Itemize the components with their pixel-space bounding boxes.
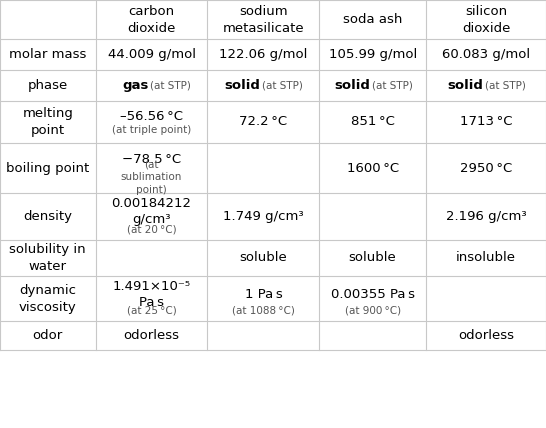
Text: 44.009 g/mol: 44.009 g/mol xyxy=(108,48,195,61)
Text: sodium
metasilicate: sodium metasilicate xyxy=(223,5,304,35)
Text: solid: solid xyxy=(225,79,261,92)
Text: (at STP): (at STP) xyxy=(150,80,191,91)
Text: 1.491×10⁻⁵
Pa s: 1.491×10⁻⁵ Pa s xyxy=(112,279,191,309)
Text: 1 Pa s: 1 Pa s xyxy=(245,288,282,300)
Text: 1.749 g/cm³: 1.749 g/cm³ xyxy=(223,210,304,223)
Text: 1600 °C: 1600 °C xyxy=(347,162,399,175)
Text: (at 20 °C): (at 20 °C) xyxy=(127,224,176,234)
Text: 0.00355 Pa s: 0.00355 Pa s xyxy=(331,288,414,300)
Text: (at triple point): (at triple point) xyxy=(112,125,191,135)
Text: 1713 °C: 1713 °C xyxy=(460,116,512,128)
Text: 105.99 g/mol: 105.99 g/mol xyxy=(329,48,417,61)
Text: (at 900 °C): (at 900 °C) xyxy=(345,306,401,316)
Text: melting
point: melting point xyxy=(22,107,73,137)
Text: soluble: soluble xyxy=(240,251,287,265)
Text: solid: solid xyxy=(334,79,370,92)
Text: carbon
dioxide: carbon dioxide xyxy=(127,5,176,35)
Text: (at
sublimation
point): (at sublimation point) xyxy=(121,160,182,195)
Text: boiling point: boiling point xyxy=(6,162,90,175)
Text: gas: gas xyxy=(122,79,149,92)
Text: silicon
dioxide: silicon dioxide xyxy=(462,5,510,35)
Text: −78.5 °C: −78.5 °C xyxy=(122,153,181,166)
Text: solid: solid xyxy=(447,79,483,92)
Text: soda ash: soda ash xyxy=(343,13,402,26)
Text: 72.2 °C: 72.2 °C xyxy=(239,116,288,128)
Text: solubility in
water: solubility in water xyxy=(9,243,86,273)
Text: 2950 °C: 2950 °C xyxy=(460,162,512,175)
Text: 60.083 g/mol: 60.083 g/mol xyxy=(442,48,530,61)
Text: –56.56 °C: –56.56 °C xyxy=(120,110,183,123)
Text: 851 °C: 851 °C xyxy=(351,116,395,128)
Text: insoluble: insoluble xyxy=(456,251,516,265)
Text: odorless: odorless xyxy=(458,329,514,342)
Text: molar mass: molar mass xyxy=(9,48,86,61)
Text: phase: phase xyxy=(28,79,68,92)
Text: soluble: soluble xyxy=(349,251,396,265)
Text: odor: odor xyxy=(33,329,63,342)
Text: (at STP): (at STP) xyxy=(485,80,526,91)
Text: (at 25 °C): (at 25 °C) xyxy=(127,306,176,316)
Text: 2.196 g/cm³: 2.196 g/cm³ xyxy=(446,210,526,223)
Text: 122.06 g/mol: 122.06 g/mol xyxy=(219,48,307,61)
Text: dynamic
viscosity: dynamic viscosity xyxy=(19,283,76,314)
Text: (at STP): (at STP) xyxy=(263,80,303,91)
Text: odorless: odorless xyxy=(123,329,180,342)
Text: (at STP): (at STP) xyxy=(371,80,412,91)
Text: (at 1088 °C): (at 1088 °C) xyxy=(232,306,295,316)
Text: density: density xyxy=(23,210,72,223)
Text: 0.00184212
g/cm³: 0.00184212 g/cm³ xyxy=(111,197,192,226)
